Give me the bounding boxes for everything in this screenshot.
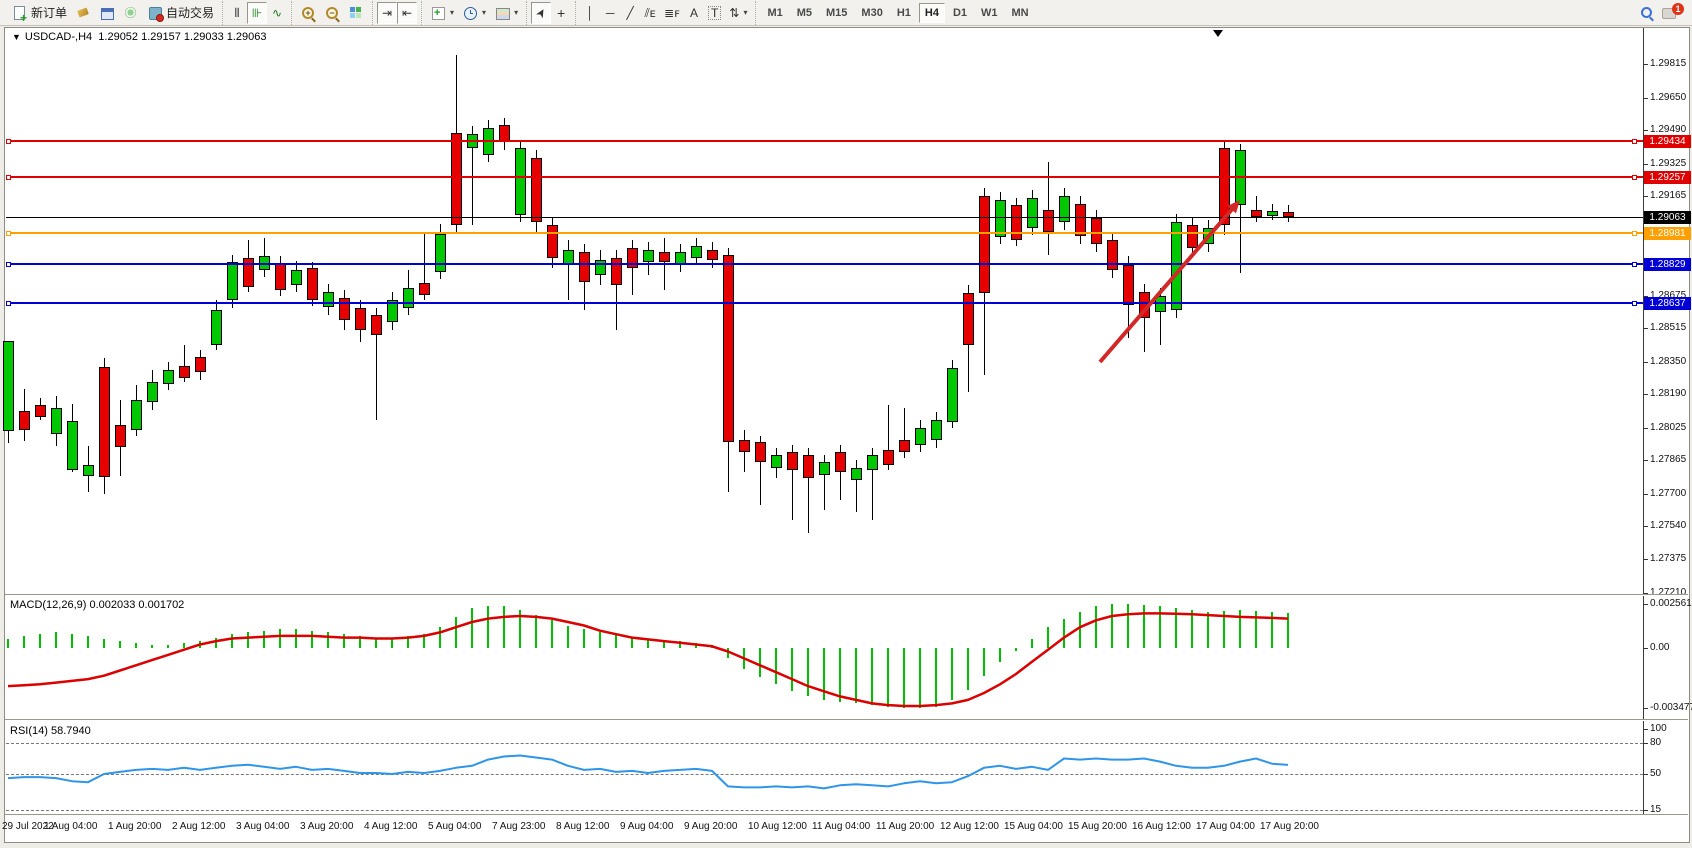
- label-tool-button[interactable]: T: [704, 2, 725, 24]
- trendline-tool-button[interactable]: ╱: [620, 2, 640, 24]
- crosshair-button[interactable]: +: [551, 2, 571, 24]
- vline-icon: │: [586, 5, 594, 20]
- new-order-label: 新订单: [31, 6, 68, 20]
- timeframe-M15[interactable]: M15: [826, 6, 848, 19]
- bid-price-line[interactable]: [6, 217, 1643, 218]
- channel-tool-button[interactable]: ⫽ᴇ: [640, 2, 660, 24]
- text-icon: A: [690, 5, 699, 20]
- templates-icon: [494, 5, 511, 21]
- line-chart-icon: ∿: [272, 5, 283, 20]
- autoscroll-icon: ⇥: [382, 5, 393, 20]
- chevron-down-icon: ▾: [450, 8, 455, 17]
- text-tool-button[interactable]: A: [684, 2, 704, 24]
- chart-shift-icon: ⇤: [402, 5, 413, 20]
- fibonacci-icon: ≣ꜰ: [664, 5, 681, 20]
- periods-icon: [462, 5, 478, 21]
- arrows-icon: ⇅: [729, 5, 740, 20]
- zoom-in-icon: +: [300, 5, 316, 21]
- notifications-button[interactable]: 1: [1658, 2, 1686, 24]
- timeframe-H1[interactable]: H1: [896, 6, 911, 19]
- autotrade-label: 自动交易: [166, 6, 215, 20]
- hline-tool-button[interactable]: ─: [600, 2, 620, 24]
- cursor-button[interactable]: ➤: [531, 1, 552, 24]
- hline-icon: ─: [605, 5, 615, 20]
- crosshair-icon: +: [556, 4, 566, 21]
- search-icon: [1640, 6, 1654, 20]
- horizontal-line[interactable]: [6, 140, 1643, 142]
- horizontal-line[interactable]: [6, 232, 1643, 234]
- autotrade-icon: [147, 5, 165, 22]
- tile-windows-button[interactable]: [344, 2, 368, 24]
- signals-button[interactable]: [119, 2, 143, 24]
- horizontal-line[interactable]: [6, 263, 1643, 265]
- chevron-down-icon: ▾: [514, 8, 519, 17]
- new-order-button[interactable]: + 新订单: [8, 2, 71, 24]
- brush-icon: [75, 5, 91, 21]
- timeframe-W1[interactable]: W1: [981, 6, 998, 19]
- search-button[interactable]: [1636, 2, 1658, 24]
- channel-icon: ⫽ᴇ: [644, 5, 656, 20]
- line-chart-button[interactable]: ∿: [267, 2, 287, 24]
- vline-tool-button[interactable]: │: [580, 2, 600, 24]
- new-order-icon: +: [12, 5, 28, 24]
- bar-chart-button[interactable]: ⫴: [227, 2, 247, 24]
- horizontal-line[interactable]: [6, 176, 1643, 178]
- arrows-tool-button[interactable]: ⇅ ▾: [725, 2, 751, 24]
- notification-badge: 1: [1672, 2, 1684, 15]
- timeframe-bar: M1 M5 M15 M30 H1 H4 D1 W1 MN: [755, 0, 1039, 25]
- cursor-icon: ➤: [532, 4, 550, 21]
- templates-button[interactable]: ▾: [490, 2, 522, 24]
- timeframe-D1[interactable]: D1: [952, 6, 968, 19]
- styler-button[interactable]: [71, 2, 95, 24]
- chevron-down-icon: ▾: [482, 8, 487, 17]
- indicators-icon: [430, 5, 446, 21]
- indicators-button[interactable]: ▾: [426, 2, 458, 24]
- bar-chart-icon: ⫴: [234, 5, 240, 20]
- trendline-icon: ╱: [626, 5, 634, 20]
- chevron-down-icon: ▾: [743, 8, 748, 17]
- horizontal-line[interactable]: [6, 302, 1643, 304]
- autoscroll-button[interactable]: ⇥: [377, 1, 398, 24]
- autotrade-button[interactable]: 自动交易: [143, 2, 218, 24]
- chart-window-icon: [99, 5, 115, 21]
- signal-icon: [123, 5, 139, 21]
- chart-window-button[interactable]: [95, 2, 119, 24]
- timeframe-M5[interactable]: M5: [796, 6, 813, 19]
- label-icon: T: [708, 5, 722, 20]
- tile-windows-icon: [348, 5, 364, 21]
- chart-window: [4, 27, 1690, 843]
- main-toolbar: + 新订单 自动交易 ⫴ ⊪ ∿ + −: [0, 0, 1692, 26]
- zoom-out-button[interactable]: −: [320, 2, 344, 24]
- timeframe-MN[interactable]: MN: [1011, 6, 1029, 19]
- periods-button[interactable]: ▾: [458, 2, 490, 24]
- candle-chart-icon: ⊪: [251, 5, 263, 20]
- zoom-in-button[interactable]: +: [296, 2, 320, 24]
- timeframe-H4[interactable]: H4: [918, 2, 945, 23]
- chart-shift-button[interactable]: ⇤: [397, 1, 418, 24]
- zoom-out-icon: −: [324, 5, 340, 21]
- timeframe-M1[interactable]: M1: [767, 6, 783, 19]
- timeframe-M30[interactable]: M30: [861, 6, 883, 19]
- candle-chart-button[interactable]: ⊪: [247, 1, 268, 24]
- fibonacci-tool-button[interactable]: ≣ꜰ: [660, 2, 684, 24]
